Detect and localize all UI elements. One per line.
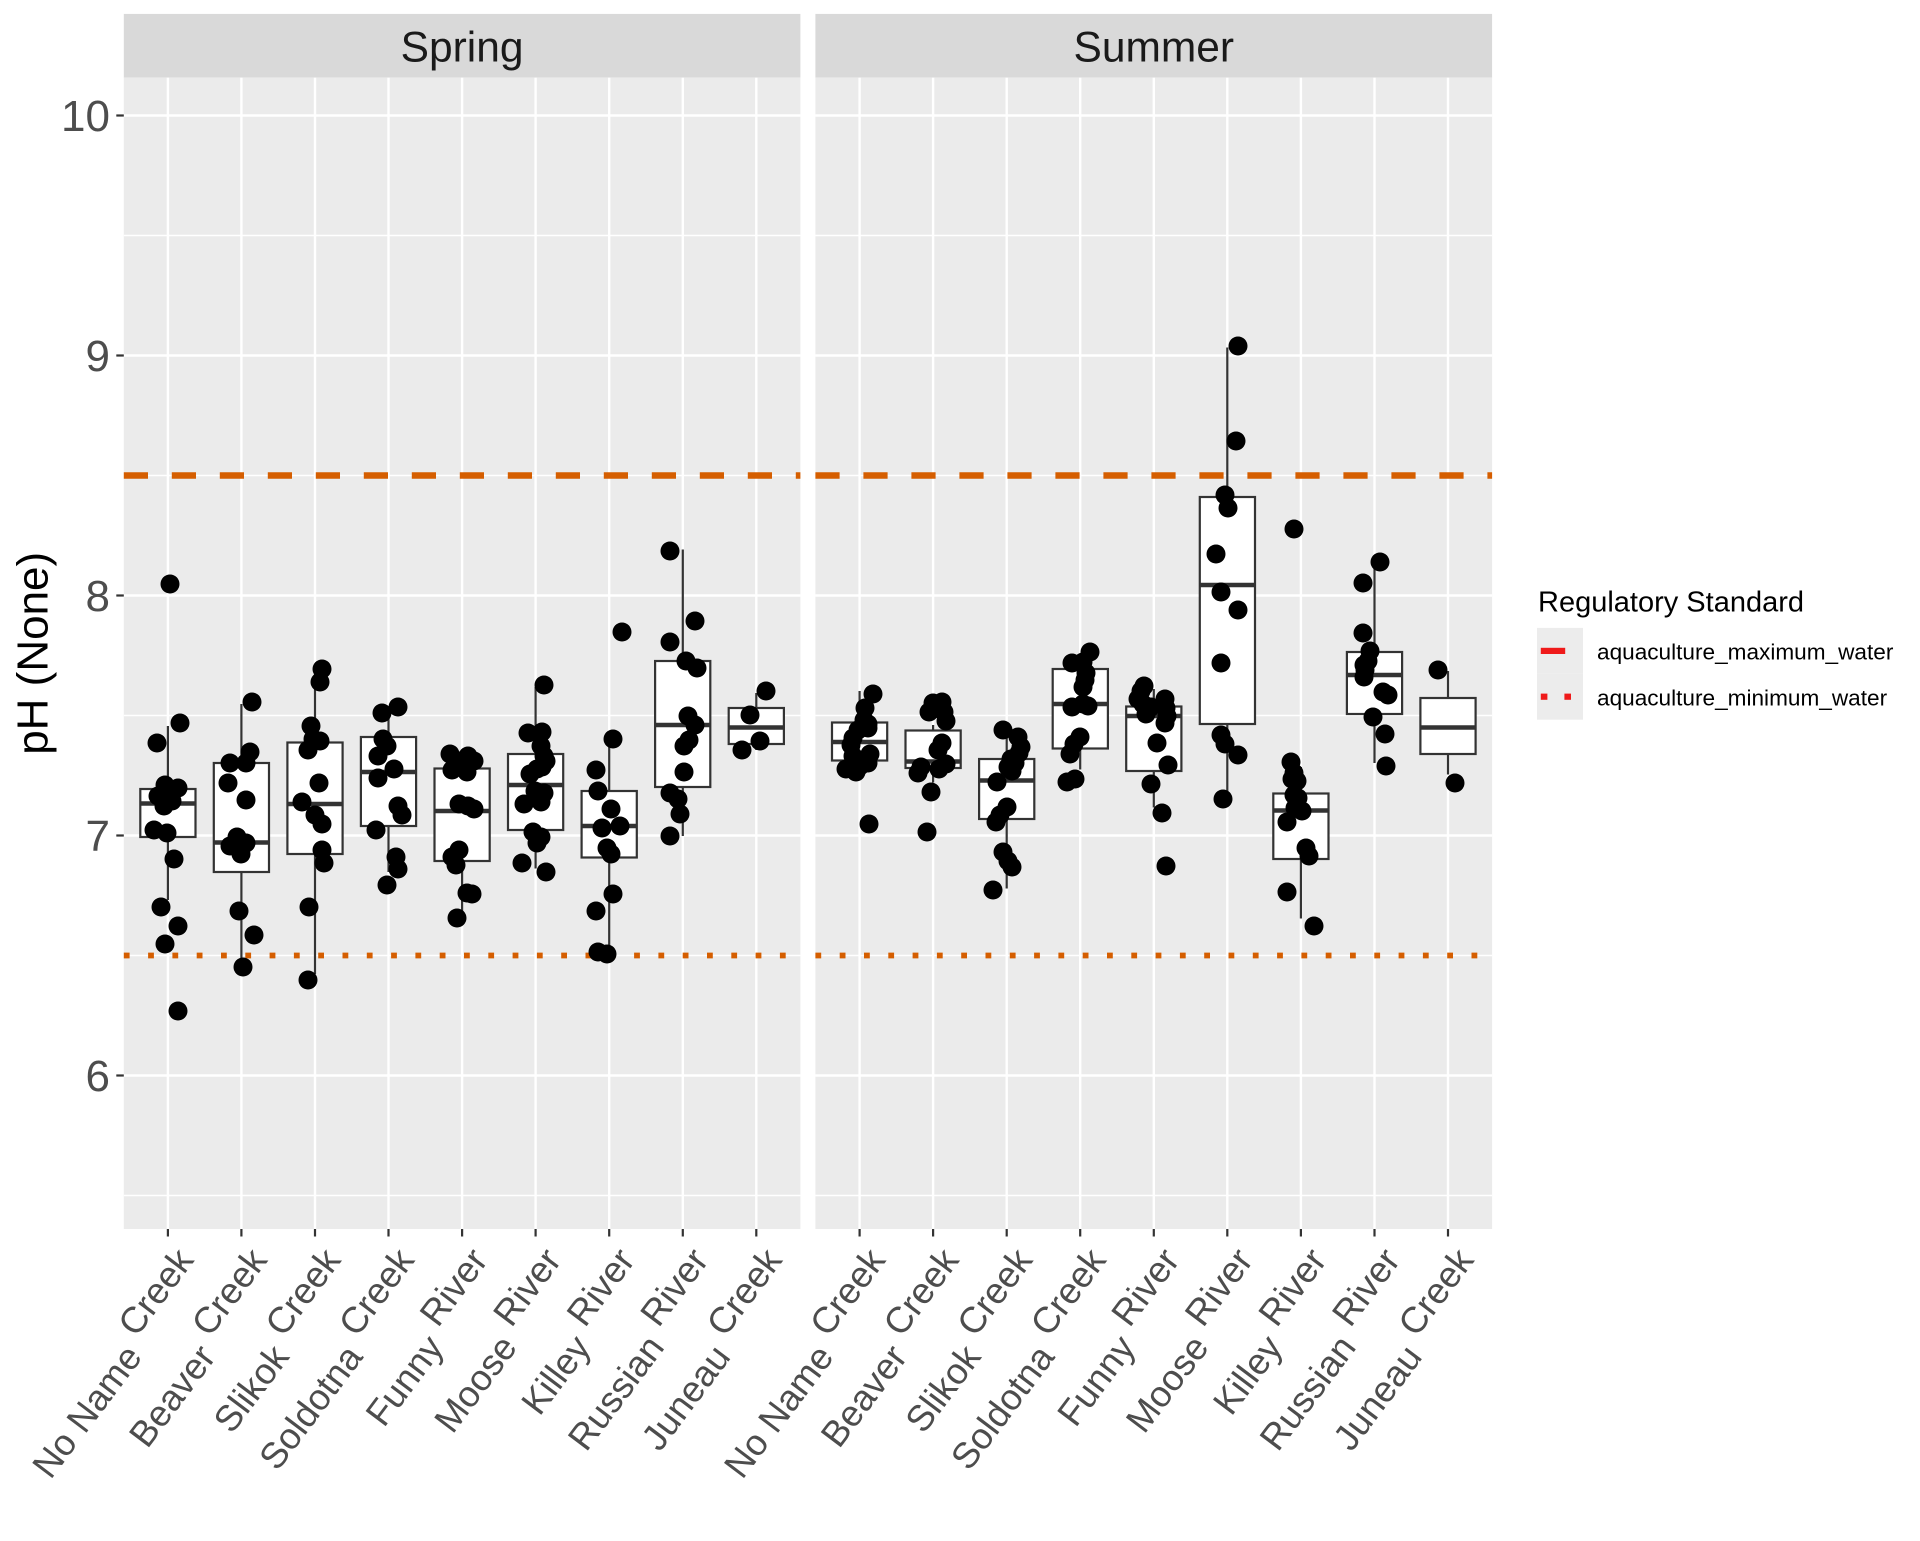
- svg-text:Regulatory Standard: Regulatory Standard: [1538, 586, 1804, 618]
- svg-text:Spring: Spring: [401, 25, 524, 72]
- svg-text:Summer: Summer: [1074, 25, 1235, 72]
- svg-text:10: 10: [61, 92, 110, 141]
- svg-text:9: 9: [86, 332, 110, 381]
- svg-text:7: 7: [86, 812, 110, 861]
- svg-text:8: 8: [86, 572, 110, 621]
- svg-text:aquaculture_minimum_water: aquaculture_minimum_water: [1597, 685, 1888, 710]
- svg-text:6: 6: [86, 1052, 110, 1101]
- svg-text:aquaculture_maximum_water: aquaculture_maximum_water: [1597, 640, 1894, 665]
- svg-text:pH (None): pH (None): [9, 552, 58, 755]
